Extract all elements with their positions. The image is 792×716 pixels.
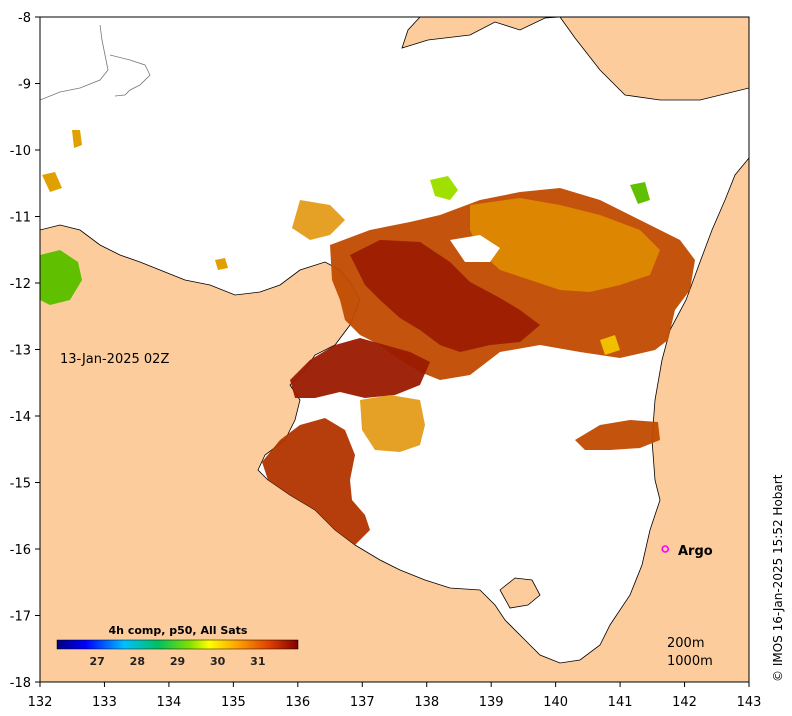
- x-tick-label: 136: [285, 695, 310, 710]
- argo-label: Argo: [678, 544, 713, 559]
- colorbar-gradient: [56, 639, 299, 650]
- colorbar-ticks: 27 28 29 30 31: [90, 655, 266, 668]
- map-plot-area: [40, 17, 749, 682]
- x-tick-label: 134: [156, 695, 181, 710]
- colorbar-tick-label: 28: [130, 655, 145, 668]
- y-tick-label: -15: [10, 477, 31, 492]
- y-tick-label: -11: [10, 211, 31, 226]
- y-tick-label: -13: [10, 344, 31, 359]
- sst-field: [40, 130, 695, 545]
- x-tick-label: 138: [414, 695, 439, 710]
- north-coast-line: [40, 24, 151, 101]
- depth-contour-1000: 1000m: [667, 654, 713, 669]
- y-tick-label: -16: [10, 543, 31, 558]
- x-tick-label: 137: [350, 695, 375, 710]
- x-tick-label: 132: [28, 695, 53, 710]
- coastline-detail: [499, 577, 541, 609]
- argo-float-marker[interactable]: [661, 545, 670, 553]
- credit-label: © IMOS 16-Jan-2025 15:52 Hobart: [771, 474, 785, 682]
- date-label: 13-Jan-2025 02Z: [60, 352, 169, 367]
- y-tick-label: -9: [18, 78, 31, 93]
- colorbar: 4h comp, p50, All Sats 27 28 29 30 31: [56, 624, 299, 668]
- x-tick-label: 135: [221, 695, 246, 710]
- y-tick-label: -18: [10, 676, 31, 691]
- y-tick-label: -8: [18, 11, 31, 26]
- x-tick-label: 141: [608, 695, 633, 710]
- x-tick-label: 133: [92, 695, 117, 710]
- y-tick-label: -14: [10, 410, 31, 425]
- colorbar-tick-label: 27: [90, 655, 105, 668]
- depth-contour-200: 200m: [667, 636, 704, 651]
- colorbar-title: 4h comp, p50, All Sats: [109, 624, 248, 637]
- colorbar-tick-label: 30: [210, 655, 226, 668]
- x-tick-label: 143: [737, 695, 762, 710]
- x-tick-label: 142: [672, 695, 697, 710]
- y-tick-label: -12: [10, 277, 31, 292]
- x-axis: 132 133 134 135 136 137 138 139 140 141 142 143: [28, 682, 762, 710]
- y-tick-label: -17: [10, 610, 31, 625]
- x-tick-label: 140: [543, 695, 568, 710]
- colorbar-tick-label: 31: [250, 655, 265, 668]
- y-tick-label: -10: [10, 144, 31, 159]
- y-axis: -8 -9 -10 -11 -12 -13 -14 -15 -16 -17 -18: [10, 11, 40, 691]
- x-tick-label: 139: [479, 695, 504, 710]
- colorbar-tick-label: 29: [170, 655, 185, 668]
